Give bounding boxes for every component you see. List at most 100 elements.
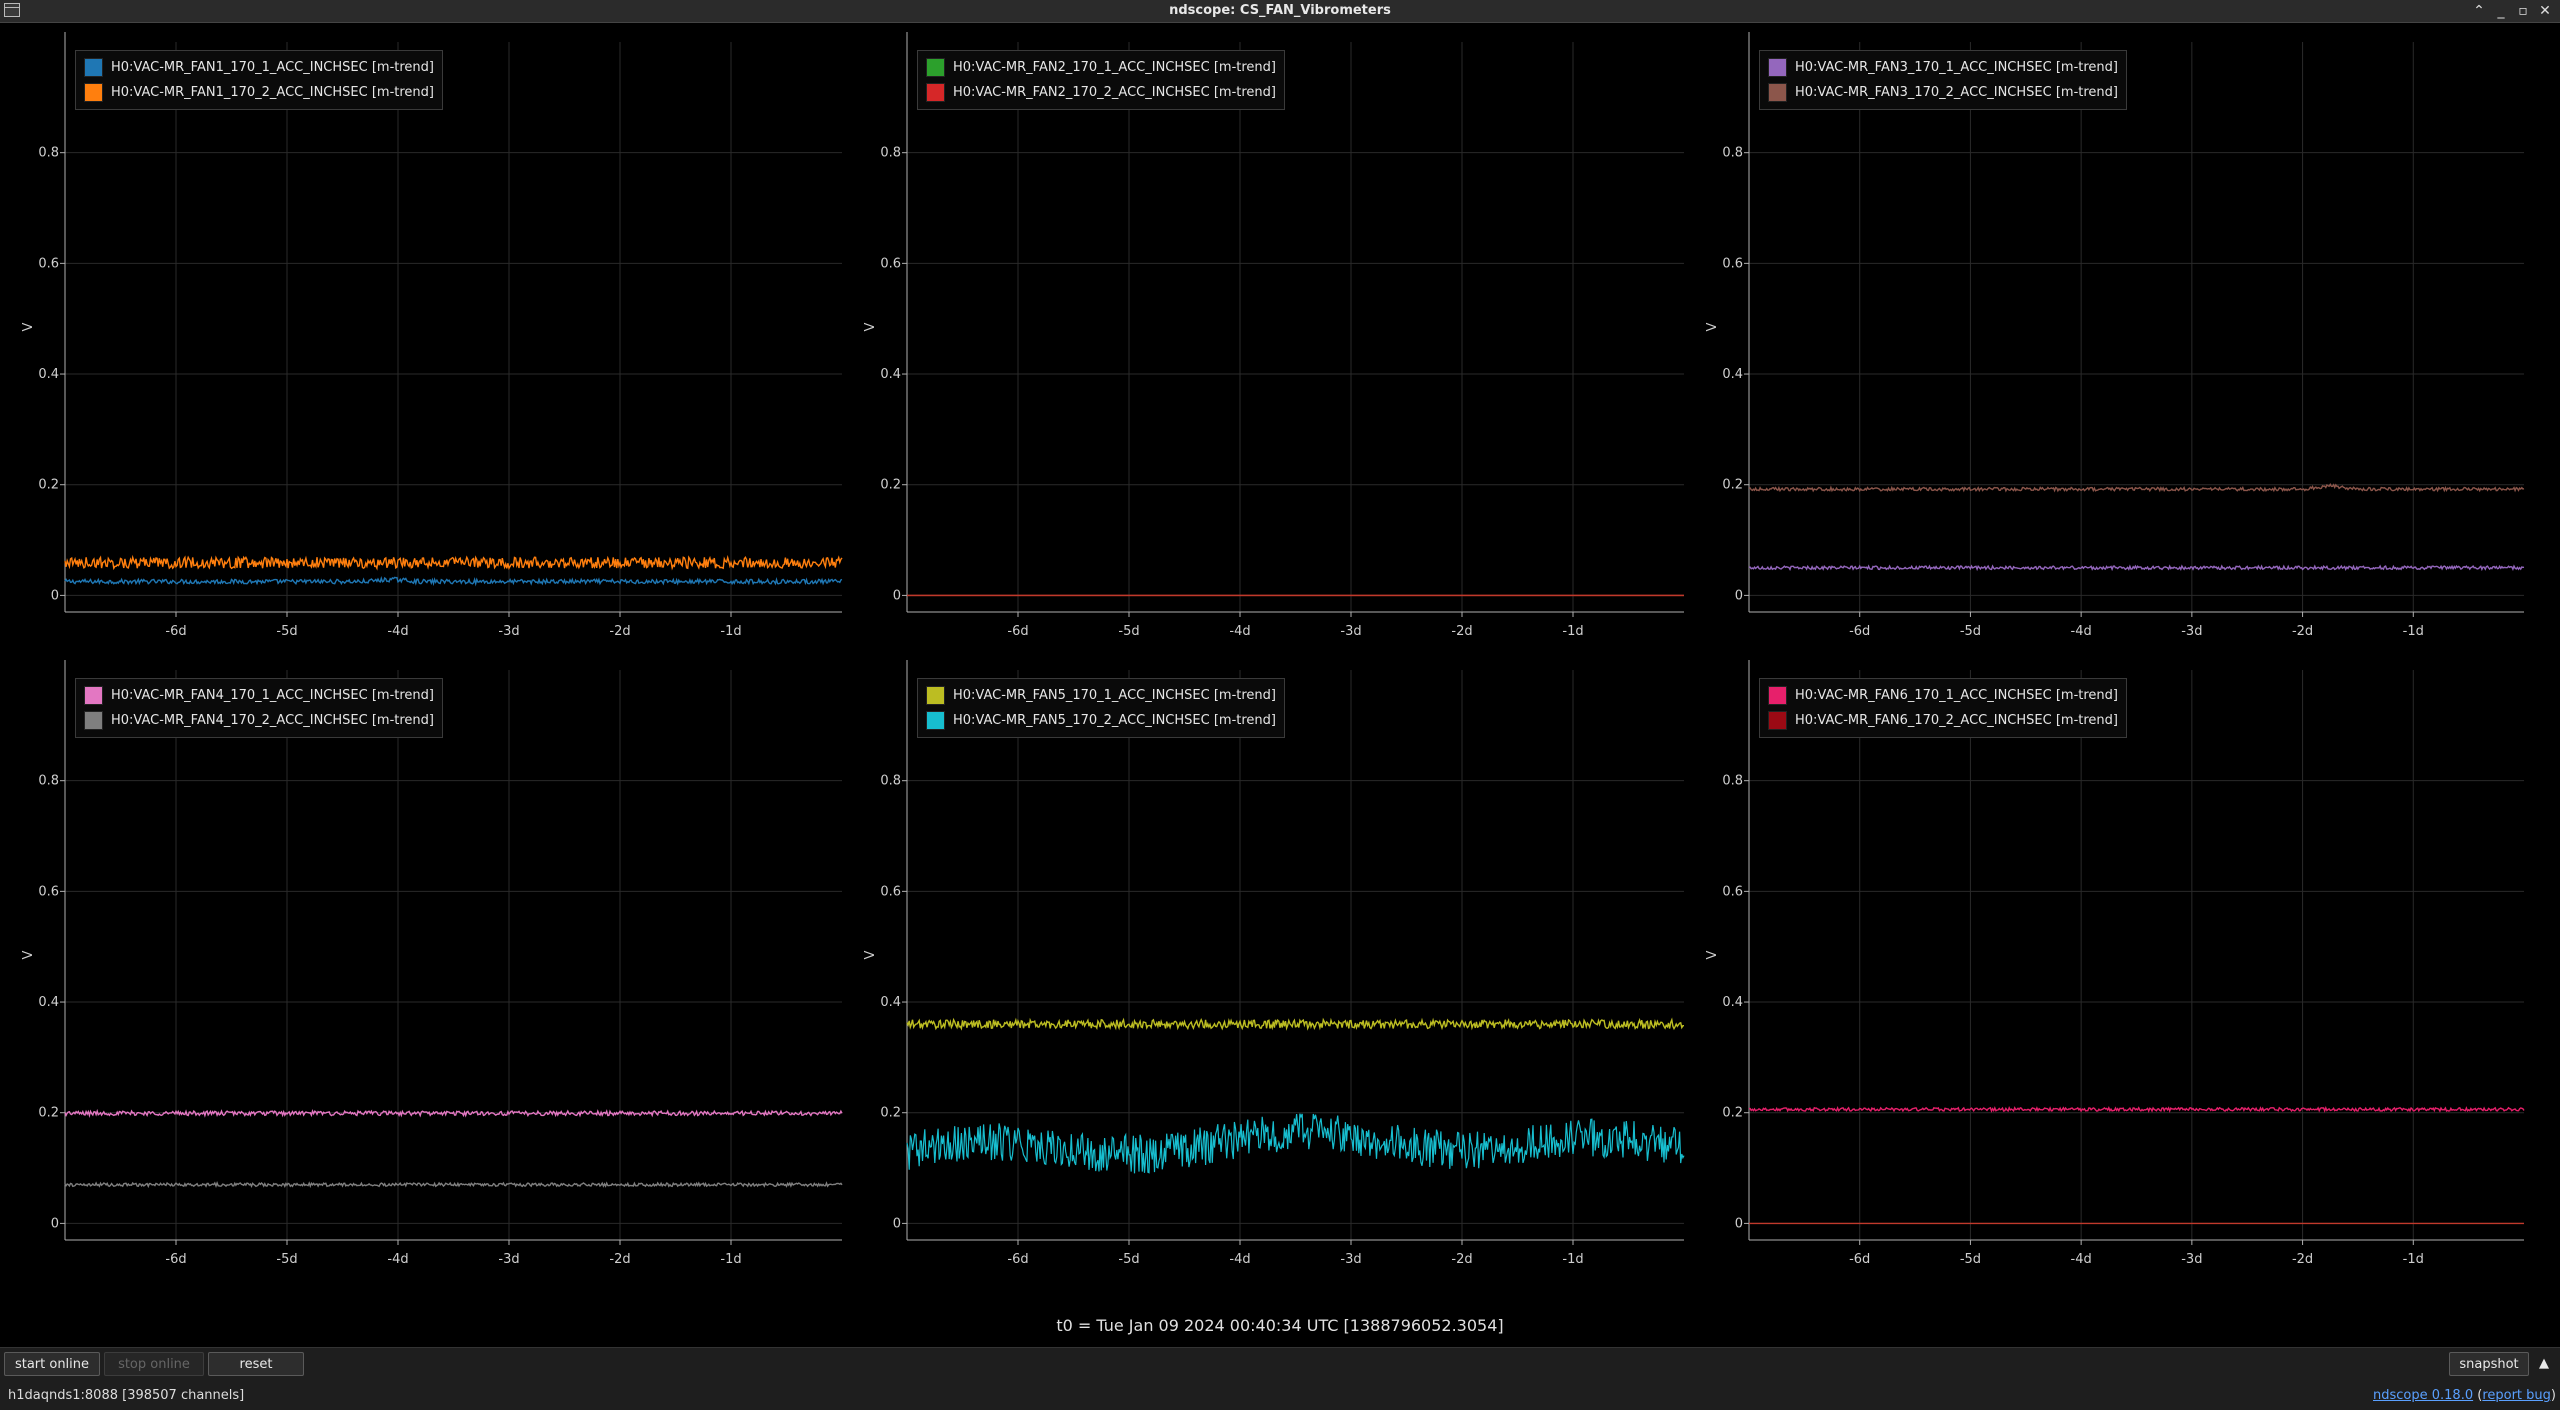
- plot-panel-1[interactable]: 0 0.2 0.4 0.6 0.8 V -6d -5d -4d -3d -2d -1d H0:VAC-M…: [0, 22, 854, 650]
- x-tick-label: -1d: [2403, 624, 2424, 639]
- legend: H0:VAC-MR_FAN5_170_1_ACC_INCHSEC [m-tren…: [917, 678, 1285, 738]
- plot-panel-3[interactable]: 0 0.2 0.4 0.6 0.8 V -6d -5d -4d -3d -2d -1d H0:VAC-M…: [1684, 22, 2536, 650]
- close-icon[interactable]: ✕: [2539, 3, 2551, 19]
- y-axis-label: V: [863, 322, 878, 331]
- status-version: ndscope 0.18.0 (report bug): [2373, 1388, 2556, 1403]
- y-axis-label: V: [863, 950, 878, 959]
- legend-entry[interactable]: H0:VAC-MR_FAN6_170_1_ACC_INCHSEC [m-tren…: [1768, 683, 2118, 708]
- plot-svg[interactable]: 0 0.2 0.4 0.6 0.8 V -6d -5d -4d -3d -2d -1d: [1684, 650, 2536, 1278]
- legend-entry[interactable]: H0:VAC-MR_FAN1_170_1_ACC_INCHSEC [m-tren…: [84, 55, 434, 80]
- plot-svg[interactable]: 0 0.2 0.4 0.6 0.8 V -6d -5d -4d -3d -2d -1d: [1684, 22, 2536, 650]
- legend-entry[interactable]: H0:VAC-MR_FAN5_170_2_ACC_INCHSEC [m-tren…: [926, 708, 1276, 733]
- legend-swatch: [1768, 686, 1787, 705]
- legend-entry[interactable]: H0:VAC-MR_FAN4_170_2_ACC_INCHSEC [m-tren…: [84, 708, 434, 733]
- legend: H0:VAC-MR_FAN6_170_1_ACC_INCHSEC [m-tren…: [1759, 678, 2127, 738]
- plot-svg[interactable]: 0 0.2 0.4 0.6 0.8 V -6d -5d -4d -3d -2d -1d: [0, 650, 854, 1278]
- legend-entry[interactable]: H0:VAC-MR_FAN1_170_2_ACC_INCHSEC [m-tren…: [84, 80, 434, 105]
- chevron-up-icon[interactable]: ⌃: [2473, 3, 2485, 19]
- title-bar: ndscope: CS_FAN_Vibrometers ⌃ _ ▫ ✕: [0, 0, 2560, 23]
- legend-entry[interactable]: H0:VAC-MR_FAN2_170_2_ACC_INCHSEC [m-tren…: [926, 80, 1276, 105]
- legend-label: H0:VAC-MR_FAN2_170_1_ACC_INCHSEC [m-tren…: [953, 60, 1276, 75]
- x-tick-label: -2d: [609, 624, 630, 639]
- legend-entry[interactable]: H0:VAC-MR_FAN3_170_2_ACC_INCHSEC [m-tren…: [1768, 80, 2118, 105]
- series-line-1: [1748, 564, 2525, 572]
- legend: H0:VAC-MR_FAN1_170_1_ACC_INCHSEC [m-tren…: [75, 50, 443, 110]
- legend-label: H0:VAC-MR_FAN3_170_1_ACC_INCHSEC [m-tren…: [1795, 60, 2118, 75]
- legend: H0:VAC-MR_FAN2_170_1_ACC_INCHSEC [m-tren…: [917, 50, 1285, 110]
- legend-label: H0:VAC-MR_FAN4_170_2_ACC_INCHSEC [m-tren…: [111, 713, 434, 728]
- x-tick-label: -3d: [498, 624, 519, 639]
- x-tick-label: -4d: [387, 624, 408, 639]
- legend-entry[interactable]: H0:VAC-MR_FAN2_170_1_ACC_INCHSEC [m-tren…: [926, 55, 1276, 80]
- y-tick-label: 0: [893, 588, 901, 603]
- legend-label: H0:VAC-MR_FAN6_170_1_ACC_INCHSEC [m-tren…: [1795, 688, 2118, 703]
- channel-count: [398507 channels]: [122, 1388, 245, 1403]
- plot-panel-4[interactable]: 0 0.2 0.4 0.6 0.8 V -6d -5d -4d -3d -2d -1d H0:VAC-M…: [0, 650, 854, 1278]
- legend-entry[interactable]: H0:VAC-MR_FAN6_170_2_ACC_INCHSEC [m-tren…: [1768, 708, 2118, 733]
- app-window-icon[interactable]: [4, 3, 20, 17]
- y-axis-label: V: [1705, 950, 1720, 959]
- minimize-icon[interactable]: _: [2497, 3, 2505, 19]
- plot-panel-5[interactable]: 0 0.2 0.4 0.6 0.8 V -6d -5d -4d -3d -2d -1d H0:VAC-M…: [842, 650, 1696, 1278]
- x-tick-label: -2d: [1451, 1252, 1472, 1267]
- y-tick-label: 0.4: [38, 995, 59, 1010]
- plot-grid: 0 0.2 0.4 0.6 0.8 V -6d -5d -4d -3d -2d -1d H0:VAC-M…: [0, 22, 2560, 1347]
- x-tick-label: -4d: [387, 1252, 408, 1267]
- triangle-up-icon[interactable]: ▲: [2539, 1356, 2549, 1371]
- x-tick-label: -5d: [276, 1252, 297, 1267]
- server-address: h1daqnds1:8088: [8, 1388, 118, 1403]
- y-tick-label: 0.6: [38, 884, 59, 899]
- x-tick-label: -2d: [1451, 624, 1472, 639]
- y-tick-label: 0.8: [880, 146, 901, 161]
- legend-label: H0:VAC-MR_FAN4_170_1_ACC_INCHSEC [m-tren…: [111, 688, 434, 703]
- x-tick-label: -1d: [2403, 1252, 2424, 1267]
- legend-swatch: [84, 686, 103, 705]
- plot-panel-6[interactable]: 0 0.2 0.4 0.6 0.8 V -6d -5d -4d -3d -2d -1d H0:VAC-M…: [1684, 650, 2536, 1278]
- y-tick-label: 0: [1735, 1216, 1743, 1231]
- x-tick-label: -1d: [720, 624, 741, 639]
- y-tick-label: 0.4: [880, 995, 901, 1010]
- legend-swatch: [84, 58, 103, 77]
- legend-entry[interactable]: H0:VAC-MR_FAN5_170_1_ACC_INCHSEC [m-tren…: [926, 683, 1276, 708]
- legend-entry[interactable]: H0:VAC-MR_FAN4_170_1_ACC_INCHSEC [m-tren…: [84, 683, 434, 708]
- series-line-2: [64, 554, 843, 571]
- reset-button[interactable]: reset: [208, 1352, 304, 1376]
- plot-panel-2[interactable]: 0 0.2 0.4 0.6 0.8 V -6d -5d -4d -3d -2d -1d H0:VAC-M…: [842, 22, 1696, 650]
- x-tick-label: -4d: [2071, 1252, 2092, 1267]
- plot-svg[interactable]: 0 0.2 0.4 0.6 0.8 V -6d -5d -4d -3d -2d -1d: [0, 22, 854, 650]
- y-tick-label: 0.4: [1722, 367, 1743, 382]
- y-tick-label: 0: [51, 1216, 59, 1231]
- legend-label: H0:VAC-MR_FAN2_170_2_ACC_INCHSEC [m-tren…: [953, 85, 1276, 100]
- x-tick-label: -5d: [1118, 624, 1139, 639]
- y-tick-label: 0.6: [1722, 256, 1743, 271]
- y-tick-label: 0: [1735, 588, 1743, 603]
- y-tick-label: 0.4: [38, 367, 59, 382]
- y-tick-label: 0.2: [38, 1106, 59, 1121]
- x-tick-label: -1d: [720, 1252, 741, 1267]
- report-bug-link[interactable]: report bug: [2482, 1388, 2551, 1403]
- series-line-2: [1748, 483, 2525, 493]
- x-tick-label: -5d: [1960, 1252, 1981, 1267]
- version-link[interactable]: ndscope 0.18.0: [2373, 1388, 2474, 1403]
- x-tick-label: -3d: [498, 1252, 519, 1267]
- x-tick-label: -6d: [1849, 624, 1870, 639]
- x-tick-label: -5d: [1118, 1252, 1139, 1267]
- series-line-1: [64, 576, 843, 587]
- x-tick-label: -6d: [165, 1252, 186, 1267]
- legend-swatch: [1768, 58, 1787, 77]
- start-online-button[interactable]: start online: [4, 1352, 100, 1376]
- snapshot-button[interactable]: snapshot: [2449, 1352, 2529, 1376]
- maximize-icon[interactable]: ▫: [2518, 3, 2528, 19]
- legend-label: H0:VAC-MR_FAN5_170_2_ACC_INCHSEC [m-tren…: [953, 713, 1276, 728]
- plot-svg[interactable]: 0 0.2 0.4 0.6 0.8 V -6d -5d -4d -3d -2d -1d: [842, 22, 1696, 650]
- legend-swatch: [84, 711, 103, 730]
- y-tick-label: 0.8: [1722, 774, 1743, 789]
- t0-label: t0 = Tue Jan 09 2024 00:40:34 UTC [13887…: [1056, 1316, 1504, 1335]
- y-tick-label: 0.4: [880, 367, 901, 382]
- y-axis-label: V: [21, 950, 36, 959]
- y-tick-label: 0.6: [880, 884, 901, 899]
- x-tick-label: -1d: [1562, 1252, 1583, 1267]
- plot-svg[interactable]: 0 0.2 0.4 0.6 0.8 V -6d -5d -4d -3d -2d -1d: [842, 650, 1696, 1278]
- stop-online-button[interactable]: stop online: [104, 1352, 204, 1376]
- legend-entry[interactable]: H0:VAC-MR_FAN3_170_1_ACC_INCHSEC [m-tren…: [1768, 55, 2118, 80]
